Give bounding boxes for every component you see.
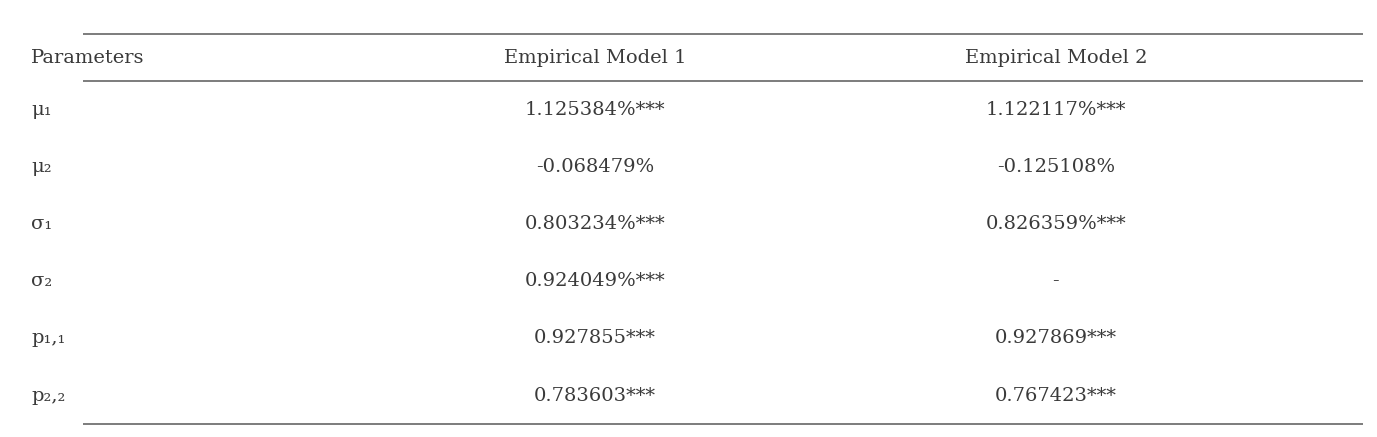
- Text: σ₁: σ₁: [32, 215, 52, 233]
- Text: 0.783603***: 0.783603***: [534, 386, 655, 405]
- Text: -0.068479%: -0.068479%: [536, 158, 654, 176]
- Text: 0.803234%***: 0.803234%***: [525, 215, 665, 233]
- Text: p₂,₂: p₂,₂: [32, 386, 66, 405]
- Text: Parameters: Parameters: [32, 49, 145, 67]
- Text: 0.924049%***: 0.924049%***: [525, 272, 665, 290]
- Text: 1.122117%***: 1.122117%***: [986, 101, 1126, 119]
- Text: -0.125108%: -0.125108%: [997, 158, 1115, 176]
- Text: 0.927855***: 0.927855***: [534, 329, 655, 347]
- Text: -: -: [1052, 272, 1059, 290]
- Text: 1.125384%***: 1.125384%***: [525, 101, 665, 119]
- Text: 0.826359%***: 0.826359%***: [986, 215, 1126, 233]
- Text: Empirical Model 1: Empirical Model 1: [504, 49, 686, 67]
- Text: p₁,₁: p₁,₁: [32, 329, 66, 347]
- Text: Empirical Model 2: Empirical Model 2: [965, 49, 1147, 67]
- Text: μ₂: μ₂: [32, 158, 52, 176]
- Text: σ₂: σ₂: [32, 272, 52, 290]
- Text: 0.767423***: 0.767423***: [996, 386, 1117, 405]
- Text: μ₁: μ₁: [32, 101, 52, 119]
- Text: 0.927869***: 0.927869***: [996, 329, 1117, 347]
